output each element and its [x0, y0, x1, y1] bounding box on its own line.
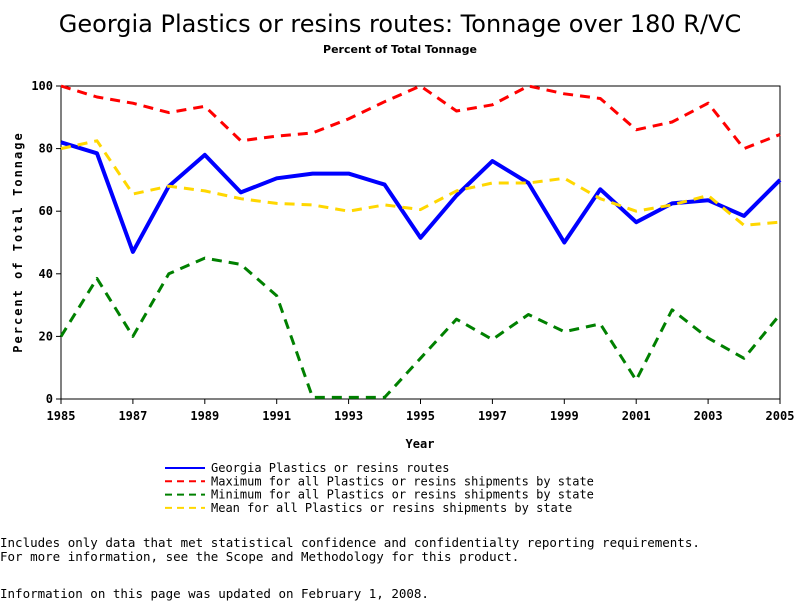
x-tick-label: 1985	[47, 409, 76, 423]
series-line-3	[60, 139, 781, 227]
x-tick-label: 2005	[766, 409, 795, 423]
y-axis: 0 20 40 60 80 100	[31, 79, 61, 406]
plot-area	[60, 85, 781, 400]
x-tick-label: 2001	[622, 409, 651, 423]
series-lines	[59, 84, 782, 399]
chart-subtitle: Percent of Total Tonnage	[323, 43, 477, 56]
chart-title: Georgia Plastics or resins routes: Tonna…	[59, 10, 741, 38]
update-note: Information on this page was updated on …	[0, 586, 429, 601]
x-axis: 1985 1987 1989 1991 1993 1995 1997 1999 2001 2003…	[47, 399, 795, 423]
y-tick-label: 60	[39, 204, 53, 218]
series-line-2	[59, 256, 782, 399]
legend: Georgia Plastics or resins routesMaximum…	[165, 461, 594, 515]
legend-label: Maximum for all Plastics or resins shipm…	[211, 474, 594, 488]
y-tick-label: 80	[39, 142, 53, 156]
series-line-1	[60, 84, 781, 151]
series-line-0	[60, 140, 782, 254]
legend-label: Minimum for all Plastics or resins shipm…	[211, 488, 594, 502]
x-tick-label: 1991	[262, 409, 291, 423]
x-tick-label: 1995	[406, 409, 435, 423]
legend-label: Georgia Plastics or resins routes	[211, 461, 449, 475]
line-chart: Georgia Plastics or resins routes: Tonna…	[11, 10, 795, 515]
x-tick-label: 2003	[694, 409, 723, 423]
footnote-confidence: Includes only data that met statistical …	[0, 535, 700, 550]
x-tick-label: 1989	[190, 409, 219, 423]
y-tick-label: 0	[46, 392, 53, 406]
x-tick-label: 1997	[478, 409, 507, 423]
y-tick-label: 40	[39, 267, 53, 281]
y-tick-label: 20	[39, 329, 53, 343]
x-tick-label: 1987	[118, 409, 147, 423]
legend-label: Mean for all Plastics or resins shipment…	[211, 501, 572, 515]
footnotes: Includes only data that met statistical …	[0, 536, 700, 564]
footnote-methodology: For more information, see the Scope and …	[0, 549, 520, 564]
y-tick-label: 100	[31, 79, 53, 93]
x-axis-label: Year	[406, 437, 435, 451]
x-tick-label: 1999	[550, 409, 579, 423]
y-axis-label: Percent of Total Tonnage	[11, 131, 25, 352]
x-tick-label: 1993	[334, 409, 363, 423]
